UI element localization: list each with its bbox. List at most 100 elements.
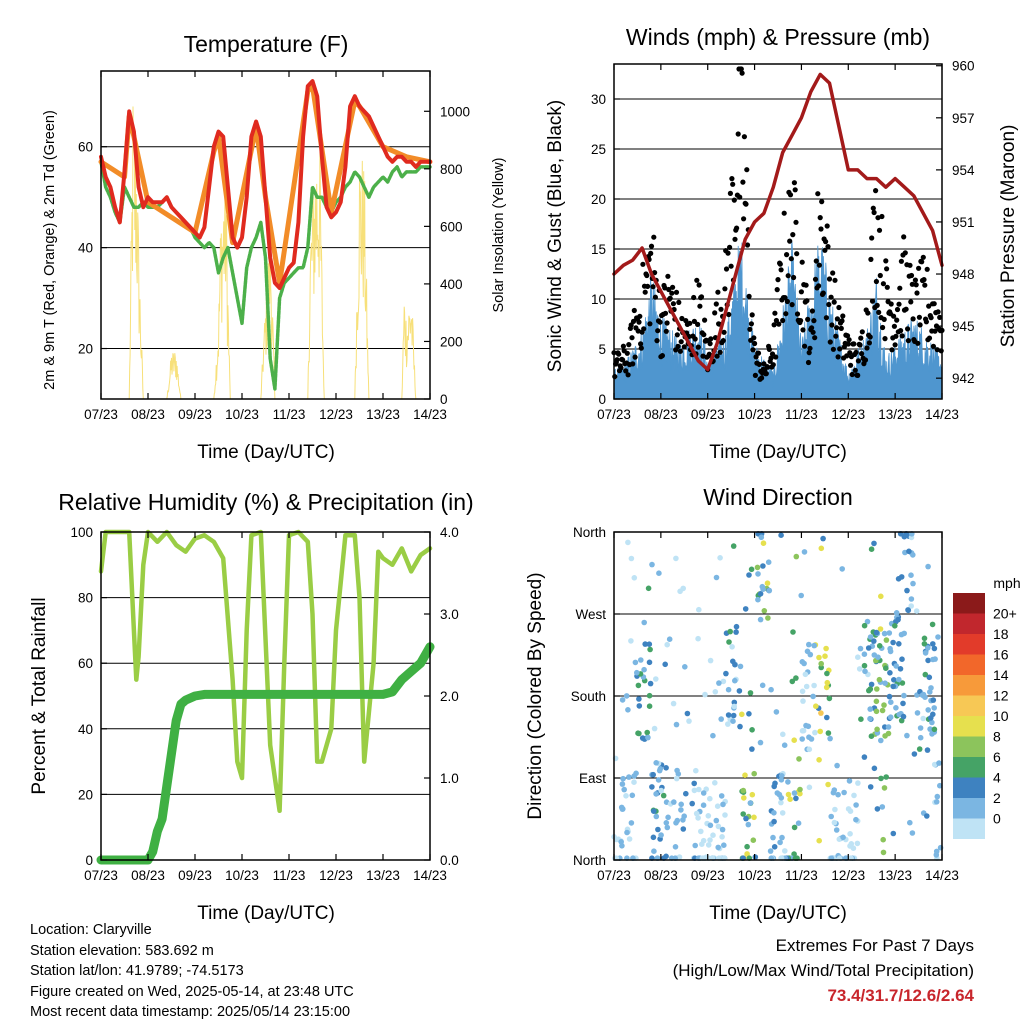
humidity-y2-ticks: 0.0 1.0 2.0 3.0 4.0	[424, 525, 459, 868]
gust-dot	[744, 167, 750, 173]
direction-dot	[867, 686, 874, 692]
x-tick-label: 11/23	[785, 868, 818, 883]
direction-dot	[907, 819, 913, 826]
direction-dot	[765, 559, 772, 565]
gust-dot	[923, 319, 930, 325]
direction-dot	[663, 820, 670, 826]
gust-dot	[868, 256, 874, 262]
gust-dot	[792, 187, 798, 193]
direction-dot	[693, 767, 699, 774]
gust-dot	[930, 343, 937, 349]
gust-dot	[916, 265, 922, 271]
gust-dot	[635, 328, 641, 334]
direction-dot	[722, 812, 728, 818]
direction-dot	[798, 592, 804, 599]
gust-dot	[892, 342, 898, 348]
gust-dot	[926, 303, 932, 309]
gust-dot	[891, 313, 897, 319]
gust-dot	[687, 320, 693, 326]
temperature-title: Temperature (F)	[184, 31, 349, 57]
gust-dot	[794, 251, 800, 257]
direction-dot	[715, 844, 721, 851]
gust-dot	[781, 210, 787, 216]
colorbar-label: 6	[993, 749, 1001, 765]
gust-dot	[782, 295, 788, 301]
direction-dot	[905, 607, 911, 613]
x-tick-label: 09/23	[691, 407, 725, 422]
gust-dot	[765, 364, 771, 370]
temperature-plot-frame	[100, 70, 431, 400]
gust-dot	[907, 262, 913, 268]
direction-dot	[926, 674, 933, 681]
x-tick-label: 09/23	[691, 868, 725, 883]
gust-dot	[858, 335, 864, 341]
direction-dot	[664, 641, 670, 648]
y-tick-label: South	[571, 689, 606, 704]
temperature-series	[98, 79, 433, 400]
direction-dot	[882, 680, 888, 686]
direction-dot	[931, 761, 938, 768]
direction-dot	[874, 686, 880, 692]
direction-dot	[782, 848, 788, 854]
direction-dot	[811, 682, 817, 689]
direction-dot	[653, 760, 659, 766]
gust-dot	[675, 343, 681, 349]
direction-dot	[817, 728, 823, 735]
direction-dot	[886, 693, 893, 700]
direction-dot	[712, 689, 719, 695]
direction-dot	[645, 585, 652, 592]
gust-dot	[805, 316, 811, 322]
x-tick-label: 08/23	[644, 407, 678, 422]
direction-dot	[851, 792, 857, 799]
direction-dot	[899, 680, 906, 686]
y-tick-label: 60	[78, 656, 93, 671]
direction-dot	[890, 830, 897, 837]
direction-dot	[767, 848, 774, 854]
x-tick-label: 11/23	[273, 407, 306, 422]
gust-dot	[816, 283, 822, 289]
gust-dot	[738, 66, 744, 72]
direction-dot	[868, 681, 875, 688]
gust-dot	[810, 329, 816, 335]
direction-dot	[683, 790, 689, 797]
direction-dot	[626, 774, 632, 780]
direction-dot	[785, 779, 791, 785]
direction-dot	[867, 706, 873, 712]
y-tick-label: North	[573, 853, 606, 868]
direction-dot	[647, 680, 654, 687]
gust-dot	[667, 295, 673, 301]
winds-y2-ticks: 942 945 948 951 954 957 960	[936, 59, 975, 386]
gust-dot	[794, 311, 801, 317]
gust-dot	[799, 259, 805, 265]
gust-dot	[816, 262, 823, 268]
y2-tick-label: 800	[440, 162, 463, 177]
gust-dot	[644, 272, 650, 279]
direction-dot	[705, 842, 712, 848]
gust-dot	[852, 367, 858, 373]
gust-dot	[829, 322, 835, 328]
direction-dot	[744, 843, 750, 850]
temperature-y2-ticks: 0 200 400 600 800 1000	[424, 104, 470, 407]
direction-dot	[751, 814, 757, 821]
y2-tick-label: 942	[952, 371, 975, 386]
humidity-x-ticks: 07/23 08/23 09/23 10/23 11/23 12/23 13/23 14/23	[84, 532, 447, 883]
gust-dot	[857, 342, 863, 348]
colorbar-swatch	[953, 675, 985, 696]
gust-dot	[926, 335, 933, 341]
direction-dot	[651, 725, 658, 732]
gust-dot	[681, 344, 687, 350]
direction-dot	[689, 800, 695, 807]
direction-dot	[707, 795, 713, 802]
extremes-values: 73.4/31.7/12.6/2.64	[827, 986, 974, 1005]
direction-dot	[790, 629, 796, 635]
y2-tick-label: 0	[440, 392, 448, 407]
direction-dot	[877, 626, 884, 632]
direction-dot	[908, 603, 914, 609]
gust-dot	[676, 299, 682, 305]
direction-dot	[871, 540, 877, 547]
direction-dot	[937, 782, 943, 789]
gust-dot	[913, 282, 919, 288]
gust-dot	[725, 250, 731, 256]
extremes-title: Extremes For Past 7 Days	[775, 936, 974, 955]
direction-dot	[827, 735, 833, 742]
